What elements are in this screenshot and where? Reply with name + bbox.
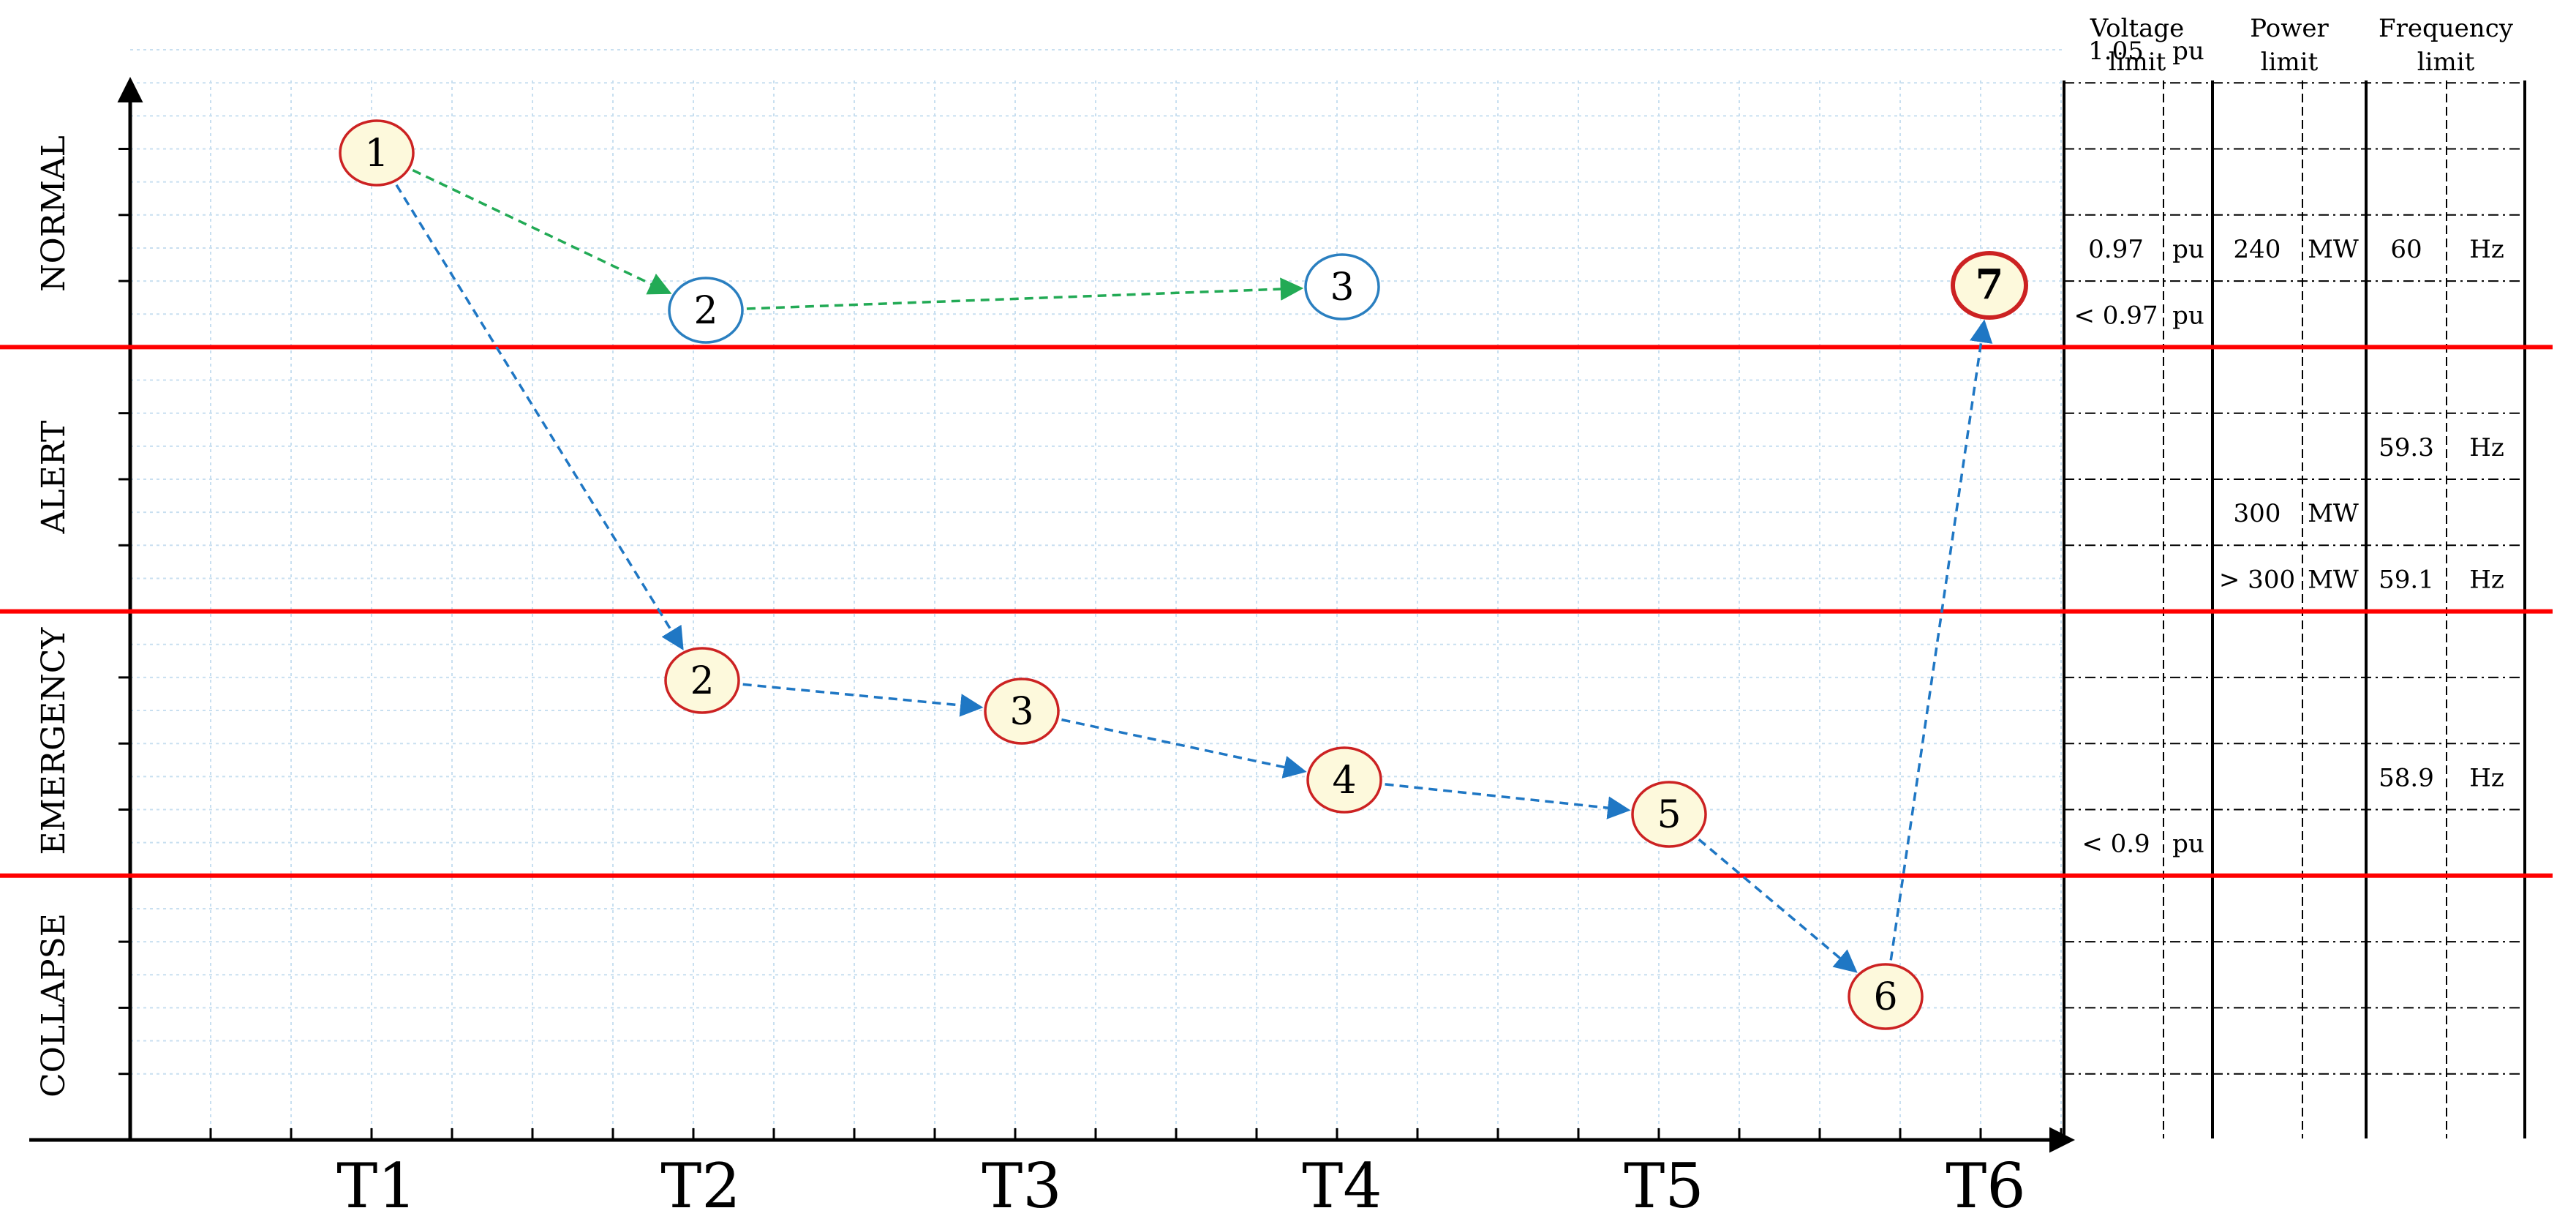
table-header-line1: Power [2250,14,2329,43]
state-node-b6: 6 [1849,964,1922,1029]
table-cell-power: > 300 [2219,565,2295,594]
state-nodes: 1 2 3 2 3 4 5 6 7 [340,121,2026,1029]
state-label-normal: NORMAL [35,135,72,292]
table-cell-voltage: < 0.97 [2074,301,2158,330]
table-cell-power-unit: MW [2308,235,2359,264]
state-node-label: 2 [693,289,718,333]
table-cell-frequency: 58.9 [2379,763,2434,792]
limits-table: VoltagelimitPowerlimitFrequencylimit1.05… [2064,14,2525,1138]
time-label-t5: T5 [1624,1150,1703,1222]
state-node-label: 1 [364,132,388,176]
table-cell-power: 240 [2234,235,2281,264]
table-header-line2: limit [2417,48,2475,77]
table-cell-voltage: 1.05 [2088,37,2144,66]
state-node-a1: 1 [340,121,413,185]
table-cell-voltage-unit: pu [2172,37,2204,66]
table-cell-voltage: 0.97 [2088,235,2144,264]
table-cell-frequency: 60 [2390,235,2422,264]
time-label-t1: T1 [336,1150,416,1222]
state-node-b7: 7 [1953,253,2026,318]
state-label-collapse: COLLAPSE [35,913,72,1097]
state-node-g2: 2 [669,278,742,342]
transition-arrow-b5-to-b6 [1699,839,1856,971]
table-cell-voltage: < 0.9 [2082,830,2150,859]
state-node-b2: 2 [666,648,739,713]
table-header-line2: limit [2261,48,2319,77]
state-node-g3: 3 [1306,255,1379,319]
transition-arrow-b6-to-b7 [1891,322,1984,961]
table-header-line1: Frequency [2379,14,2514,43]
table-cell-voltage-unit: pu [2172,301,2204,330]
table-cell-frequency: 59.3 [2379,433,2434,462]
state-node-label: 3 [1009,690,1033,734]
table-cell-frequency-unit: Hz [2469,565,2504,594]
table-cell-power-unit: MW [2308,499,2359,528]
time-label-t3: T3 [982,1150,1061,1222]
transition-arrow-b2-to-b3 [743,684,982,707]
state-node-label: 5 [1657,793,1681,837]
table-cell-power: 300 [2234,499,2281,528]
time-label-t2: T2 [660,1150,740,1222]
state-node-label: 7 [1976,260,2004,309]
state-node-label: 3 [1330,266,1354,309]
state-node-b3: 3 [985,679,1058,743]
table-cell-voltage-unit: pu [2172,235,2204,264]
transition-arrow-g2-to-g3 [747,288,1301,309]
table-cell-frequency: 59.1 [2379,565,2434,594]
transition-arrows [396,170,1984,972]
state-node-label: 6 [1873,975,1897,1019]
state-node-label: 2 [690,659,714,703]
table-cell-frequency-unit: Hz [2469,763,2504,792]
table-cell-frequency-unit: Hz [2469,433,2504,462]
state-label-alert: ALERT [35,421,72,535]
state-node-label: 4 [1332,759,1356,803]
background-grid [130,50,2063,1140]
time-label-t4: T4 [1302,1150,1382,1222]
table-cell-voltage-unit: pu [2172,830,2204,859]
time-label-t6: T6 [1946,1150,2025,1222]
table-cell-power-unit: MW [2308,565,2359,594]
transition-arrow-b4-to-b5 [1385,784,1629,810]
table-cell-frequency-unit: Hz [2469,235,2504,264]
state-node-b5: 5 [1632,782,1706,847]
state-node-b4: 4 [1308,748,1381,812]
state-boundaries [0,347,2553,875]
transition-arrow-b3-to-b4 [1061,720,1304,772]
state-label-emergency: EMERGENCY [35,627,72,855]
